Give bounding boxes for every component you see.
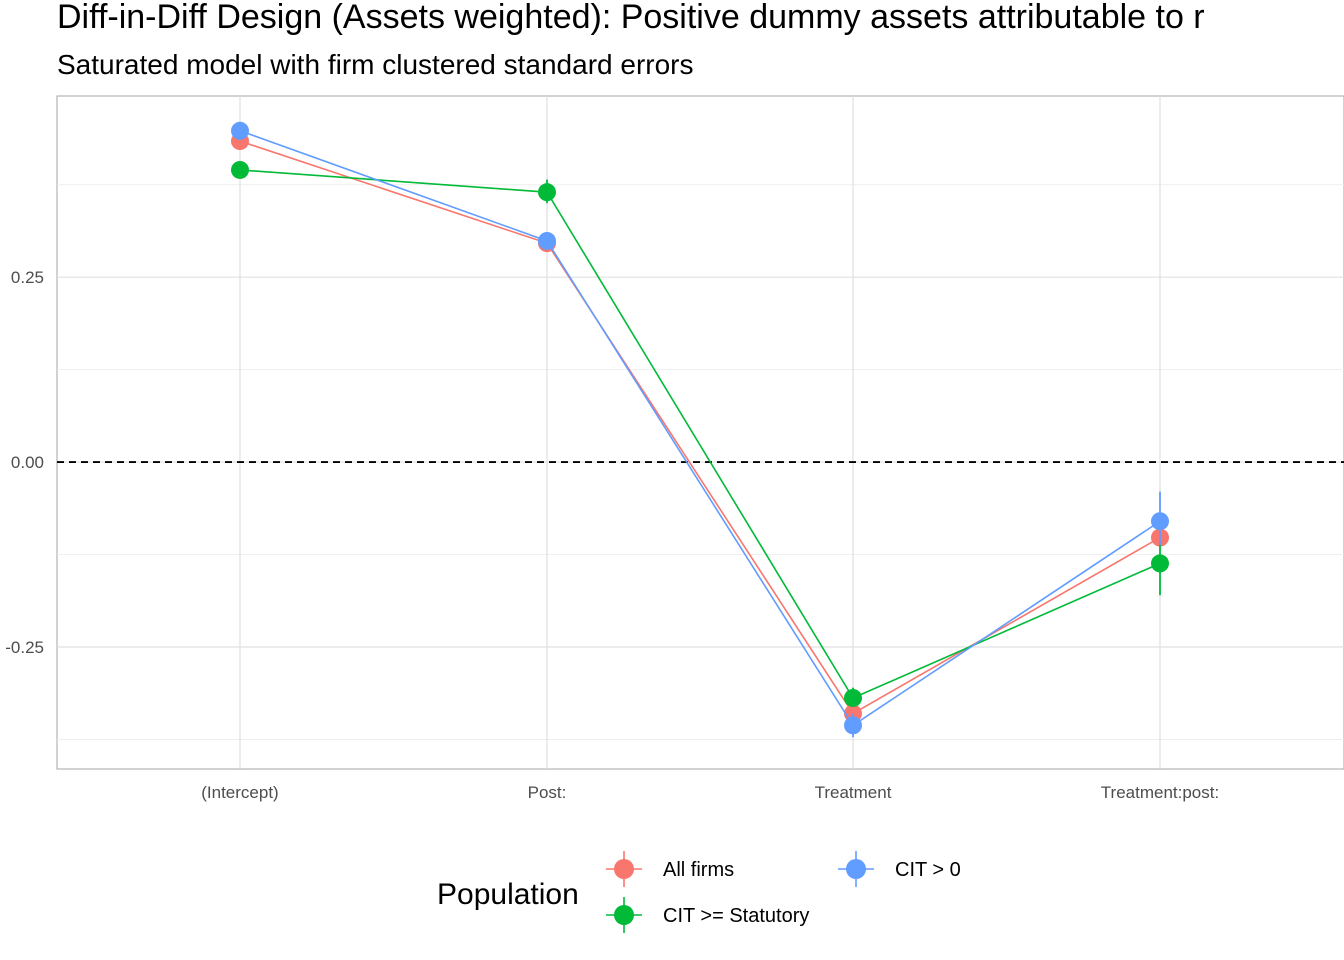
chart-subtitle: Saturated model with firm clustered stan… <box>57 49 694 80</box>
legend[interactable]: All firms CIT > 0 CIT >= Statutory <box>606 851 961 933</box>
x-tick-label: Treatment <box>815 783 892 802</box>
legend-label: CIT >= Statutory <box>663 905 809 927</box>
data-point[interactable] <box>538 183 556 202</box>
legend-key-point <box>614 905 634 925</box>
data-point[interactable] <box>844 689 862 708</box>
x-tick-label: Treatment:post: <box>1101 783 1219 802</box>
legend-item-all-firms[interactable]: All firms <box>606 851 734 887</box>
data-point[interactable] <box>1151 554 1169 573</box>
y-tick-label: 0.25 <box>11 268 44 287</box>
panel-border <box>56 95 1344 770</box>
x-tick-label: Post: <box>528 783 567 802</box>
series-line <box>239 140 1161 715</box>
data-point[interactable] <box>231 160 249 179</box>
legend-item-cit-0[interactable]: CIT > 0 <box>838 851 961 887</box>
legend-label: CIT > 0 <box>895 859 961 881</box>
series-cit-0 <box>231 121 1169 738</box>
y-tick-label: 0.00 <box>11 453 44 472</box>
data-point[interactable] <box>844 716 862 735</box>
legend-key-point <box>614 859 634 879</box>
y-tick-label: -0.25 <box>5 638 44 657</box>
series-cit-statutory <box>231 160 1169 708</box>
data-point[interactable] <box>231 121 249 140</box>
legend-key-point <box>846 859 866 879</box>
data-point[interactable] <box>538 231 556 250</box>
data-point[interactable] <box>1151 512 1169 531</box>
x-tick-label: (Intercept) <box>201 783 278 802</box>
series-layer <box>231 121 1169 738</box>
series-line <box>239 130 1161 727</box>
gridlines <box>57 96 1344 769</box>
legend-label: All firms <box>663 859 734 881</box>
x-axis-ticks: (Intercept) Post: Treatment Treatment:post: <box>201 783 1219 802</box>
legend-item-cit-statutory[interactable]: CIT >= Statutory <box>606 897 809 933</box>
series-line <box>239 169 1161 700</box>
series-all-firms <box>231 132 1169 723</box>
plot-panel <box>56 95 1344 770</box>
y-axis-ticks: 0.25 0.00 -0.25 <box>5 268 44 657</box>
chart-title: Diff-in-Diff Design (Assets weighted): P… <box>57 0 1205 36</box>
legend-title: Population <box>437 878 579 911</box>
